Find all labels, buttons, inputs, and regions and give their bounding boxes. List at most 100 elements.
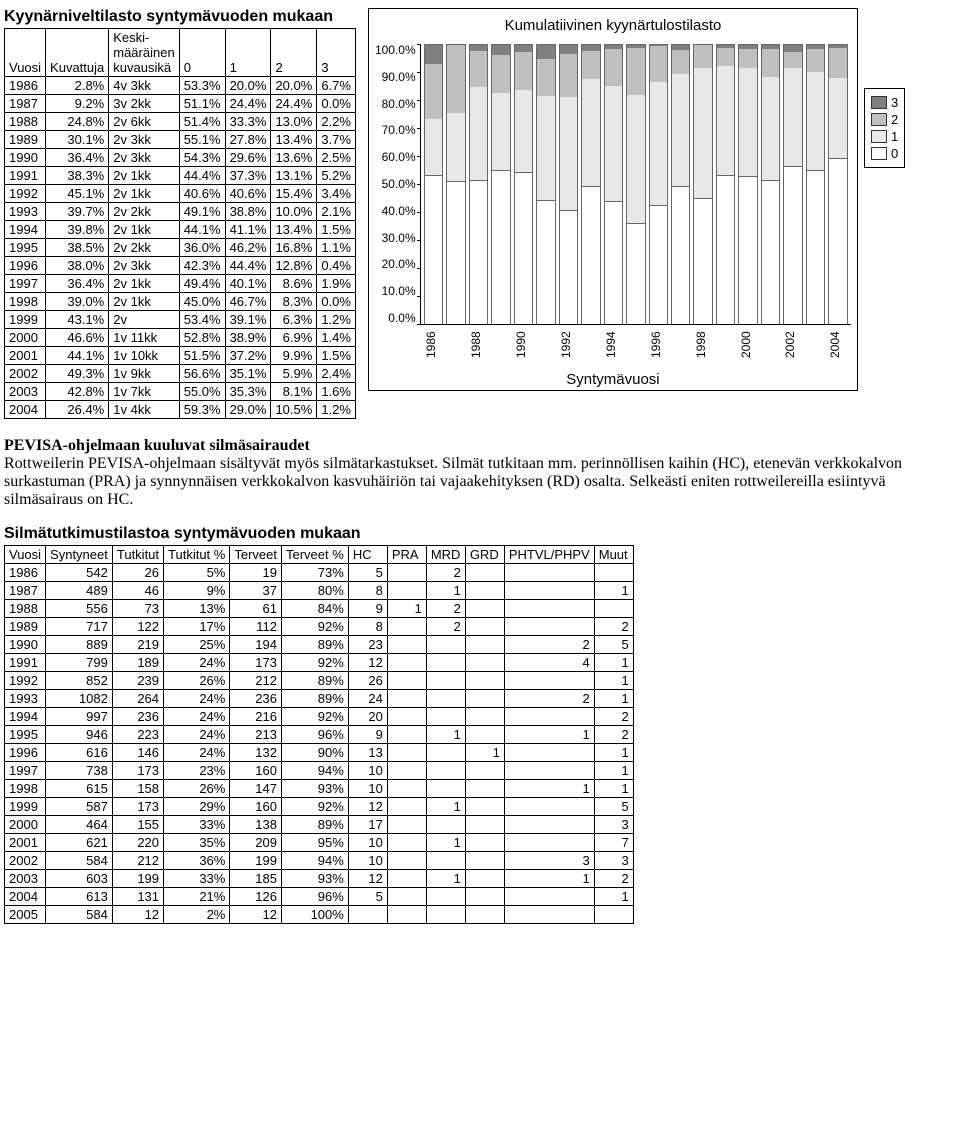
table-row: 199138.3%2v 1kk44.4%37.3%13.1%5.2%: [5, 167, 356, 185]
eye-table: VuosiSyntyneetTutkitutTutkitut %TerveetT…: [4, 545, 634, 924]
legend-item: 1: [871, 129, 898, 144]
table-row: 199439.8%2v 1kk44.1%41.1%13.4%1.5%: [5, 221, 356, 239]
table-row: 19885567313%6184%912: [5, 600, 634, 618]
chart-y-axis: 100.0% 90.0% 80.0% 70.0% 60.0% 50.0% 40.…: [375, 44, 416, 324]
table-row: 19879.2%3v 2kk51.1%24.4%24.4%0.0%: [5, 95, 356, 113]
col-header: 2: [271, 29, 317, 77]
chart-bar: [536, 44, 555, 324]
table-row: 200046415533%13889%173: [5, 816, 634, 834]
table-row: 199245.1%2v 1kk40.6%40.6%15.4%3.4%: [5, 185, 356, 203]
table-row: 1986542265%1973%52: [5, 564, 634, 582]
col-header: HC: [348, 546, 387, 564]
paragraph-text: Rottweilerin PEVISA-ohjelmaan sisältyvät…: [4, 455, 902, 508]
legend-swatch: [871, 96, 887, 109]
col-header: MRD: [426, 546, 465, 564]
legend-item: 3: [871, 95, 898, 110]
table-row: 199773817323%16094%101: [5, 762, 634, 780]
chart-legend: 3 2 1 0: [864, 88, 905, 168]
col-header: Vuosi: [5, 546, 46, 564]
col-header: Tutkitut %: [164, 546, 230, 564]
chart-x-label: Syntymävuosi: [375, 371, 851, 388]
table-row: 200046.6%1v 11kk52.8%38.9%6.9%1.4%: [5, 329, 356, 347]
top-row: Kyynärniveltilasto syntymävuoden mukaan …: [4, 8, 960, 419]
col-header: Muut: [594, 546, 633, 564]
chart-bar: [604, 44, 623, 324]
paragraph-heading: PEVISA-ohjelmaan kuuluvat silmäsairaudet: [4, 437, 310, 454]
table-row: 199179918924%17392%1241: [5, 654, 634, 672]
col-header: GRD: [465, 546, 504, 564]
chart-bar: [671, 44, 690, 324]
chart-bar: [783, 44, 802, 324]
table-row: 19862.8%4v 3kk53.3%20.0%20.0%6.7%: [5, 77, 356, 95]
col-header: 1: [225, 29, 271, 77]
table-row: 198930.1%2v 3kk55.1%27.8%13.4%3.7%: [5, 131, 356, 149]
table-row: 199958717329%16092%1215: [5, 798, 634, 816]
legend-swatch: [871, 130, 887, 143]
table-row: 199499723624%21692%202: [5, 708, 634, 726]
chart-plot-area: [420, 44, 851, 325]
chart-title: Kumulatiivinen kyynärtulostilasto: [375, 17, 851, 34]
table-row: 200258421236%19994%1033: [5, 852, 634, 870]
col-header: PHTVL/PHPV: [504, 546, 594, 564]
col-header: Keski-määräinenkuvausikä: [109, 29, 179, 77]
legend-item: 0: [871, 146, 898, 161]
table-row: 199736.4%2v 1kk49.4%40.1%8.6%1.9%: [5, 275, 356, 293]
chart-bar: [761, 44, 780, 324]
elbow-table-title: Kyynärniveltilasto syntymävuoden mukaan: [4, 8, 356, 26]
elbow-table-wrap: Kyynärniveltilasto syntymävuoden mukaan …: [4, 8, 356, 419]
paragraph: PEVISA-ohjelmaan kuuluvat silmäsairaudet…: [4, 437, 944, 509]
chart-bar: [738, 44, 757, 324]
table-row: 199943.1%2v53.4%39.1%6.3%1.2%: [5, 311, 356, 329]
legend-item: 2: [871, 112, 898, 127]
col-header: Terveet %: [282, 546, 349, 564]
table-row: 1987489469%3780%811: [5, 582, 634, 600]
chart-bar: [559, 44, 578, 324]
table-row: 200461313121%12696%51: [5, 888, 634, 906]
chart-bar: [828, 44, 847, 324]
table-row: 199285223926%21289%261: [5, 672, 634, 690]
chart-box: Kumulatiivinen kyynärtulostilasto 100.0%…: [368, 8, 858, 391]
table-row: 200249.3%1v 9kk56.6%35.1%5.9%2.4%: [5, 365, 356, 383]
col-header: Tutkitut: [112, 546, 163, 564]
elbow-table: VuosiKuvattujaKeski-määräinenkuvausikä01…: [4, 28, 356, 419]
table-row: 199088921925%19489%2325: [5, 636, 634, 654]
table-row: 199339.7%2v 2kk49.1%38.8%10.0%2.1%: [5, 203, 356, 221]
table-row: 200426.4%1v 4kk59.3%29.0%10.5%1.2%: [5, 401, 356, 419]
col-header: Syntyneet: [46, 546, 113, 564]
eye-table-title: Silmätutkimustilastoa syntymävuoden muka…: [4, 525, 960, 543]
table-row: 199661614624%13290%1311: [5, 744, 634, 762]
col-header: 0: [179, 29, 225, 77]
chart-bar: [469, 44, 488, 324]
table-row: 200144.1%1v 10kk51.5%37.2%9.9%1.5%: [5, 347, 356, 365]
chart-bar: [626, 44, 645, 324]
chart-bar: [446, 44, 465, 324]
table-row: 2005584122%12100%: [5, 906, 634, 924]
table-row: 199839.0%2v 1kk45.0%46.7%8.3%0.0%: [5, 293, 356, 311]
col-header: Vuosi: [5, 29, 46, 77]
table-row: 200360319933%18593%12112: [5, 870, 634, 888]
col-header: PRA: [387, 546, 426, 564]
col-header: 3: [317, 29, 356, 77]
chart-bar: [693, 44, 712, 324]
table-row: 200342.8%1v 7kk55.0%35.3%8.1%1.6%: [5, 383, 356, 401]
table-row: 199594622324%21396%9112: [5, 726, 634, 744]
table-row: 199638.0%2v 3kk42.3%44.4%12.8%0.4%: [5, 257, 356, 275]
col-header: Kuvattuja: [46, 29, 109, 77]
legend-swatch: [871, 113, 887, 126]
chart-x-axis: 1986.1988.1990.1992.1994.1996.1998.2000.…: [421, 331, 851, 365]
table-row: 1993108226424%23689%2421: [5, 690, 634, 708]
chart-bar: [581, 44, 600, 324]
col-header: Terveet: [230, 546, 282, 564]
chart-bar: [649, 44, 668, 324]
chart-bar: [424, 44, 443, 324]
table-row: 198824.8%2v 6kk51.4%33.3%13.0%2.2%: [5, 113, 356, 131]
table-row: 199861515826%14793%1011: [5, 780, 634, 798]
eye-table-wrap: Silmätutkimustilastoa syntymävuoden muka…: [4, 525, 960, 924]
table-row: 200162122035%20995%1017: [5, 834, 634, 852]
chart-bar: [491, 44, 510, 324]
chart-bar: [806, 44, 825, 324]
legend-swatch: [871, 147, 887, 160]
table-row: 198971712217%11292%822: [5, 618, 634, 636]
table-row: 199538.5%2v 2kk36.0%46.2%16.8%1.1%: [5, 239, 356, 257]
table-row: 199036.4%2v 3kk54.3%29.6%13.6%2.5%: [5, 149, 356, 167]
